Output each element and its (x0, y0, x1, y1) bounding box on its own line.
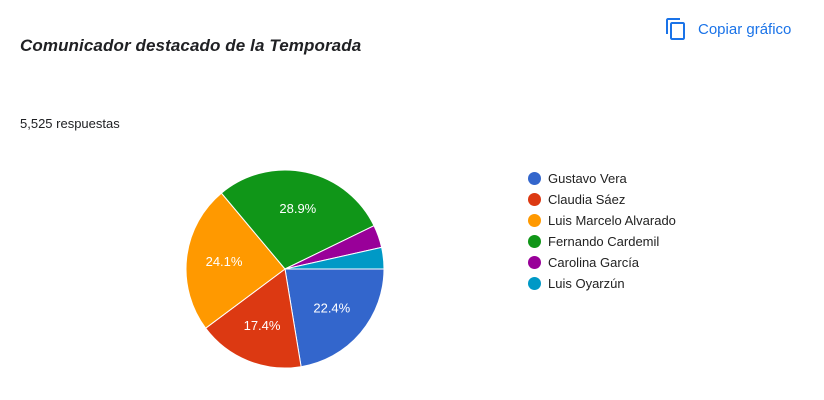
legend-label: Luis Marcelo Alvarado (548, 213, 676, 228)
legend-label: Gustavo Vera (548, 171, 627, 186)
copy-chart-label: Copiar gráfico (698, 20, 792, 38)
chart-legend: Gustavo Vera Claudia Sáez Luis Marcelo Alv… (528, 168, 676, 294)
legend-item[interactable]: Claudia Sáez (528, 189, 676, 210)
legend-label: Luis Oyarzún (548, 276, 625, 291)
legend-item[interactable]: Carolina García (528, 252, 676, 273)
legend-swatch (528, 172, 541, 185)
pie-slice-1[interactable] (284, 268, 385, 368)
legend-label: Claudia Sáez (548, 192, 626, 207)
pie-slice-6[interactable] (284, 246, 385, 270)
copy-chart-button[interactable]: Copiar gráfico (664, 14, 791, 44)
legend-item[interactable]: Gustavo Vera (528, 168, 676, 189)
pie-data-label-4: 28.9% (279, 201, 316, 216)
legend-item[interactable]: Fernando Cardemil (528, 231, 676, 252)
pie-data-label-2: 17.4% (244, 318, 281, 333)
pie-data-label-1: 22.4% (313, 301, 350, 316)
legend-swatch (528, 256, 541, 269)
legend-swatch (528, 193, 541, 206)
pie-chart: 22.4% 17.4% 24.1% 28.9% (185, 169, 385, 369)
legend-swatch (528, 277, 541, 290)
copy-icon (666, 18, 685, 40)
legend-label: Carolina García (548, 255, 640, 270)
legend-item[interactable]: Luis Marcelo Alvarado (528, 210, 676, 231)
legend-item[interactable]: Luis Oyarzún (528, 273, 676, 294)
legend-label: Fernando Cardemil (548, 234, 660, 249)
legend-swatch (528, 214, 541, 227)
pie-slice-2[interactable] (204, 268, 302, 369)
response-count: 5,525 respuestas (20, 116, 120, 131)
chart-title: Comunicador destacado de la Temporada (20, 36, 362, 55)
pie-data-label-3: 24.1% (206, 254, 243, 269)
legend-swatch (528, 235, 541, 248)
pie-slice-3[interactable] (185, 192, 286, 329)
